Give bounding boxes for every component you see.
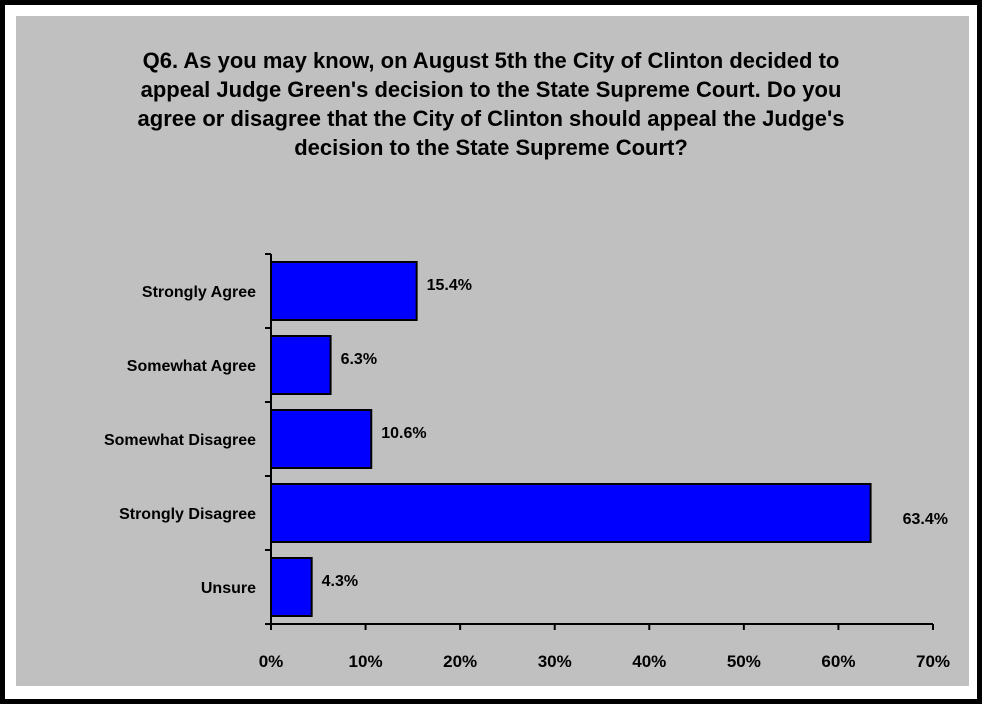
bar-3 (270, 483, 872, 543)
x-tick-label-1: 10% (349, 652, 383, 671)
x-tick-label-6: 60% (821, 652, 855, 671)
labels-layer: Strongly Agree 15.4% Somewhat Agree 6.3% Som… (104, 277, 950, 671)
bar-0 (270, 261, 418, 321)
x-tick-label-3: 30% (538, 652, 572, 671)
x-tick-label-0: 0% (259, 652, 284, 671)
bar-4 (270, 557, 313, 617)
category-label-4: Unsure (201, 580, 256, 597)
category-label-2: Somewhat Disagree (104, 432, 256, 449)
axis-layer (265, 253, 934, 630)
x-tick-label-4: 40% (632, 652, 666, 671)
value-label-1: 6.3% (341, 351, 377, 368)
x-tick-label-7: 70% (916, 652, 950, 671)
bar-1 (270, 335, 332, 395)
x-tick-label-5: 50% (727, 652, 761, 671)
category-label-3: Strongly Disagree (119, 506, 256, 523)
category-label-0: Strongly Agree (142, 284, 256, 301)
value-label-4: 4.3% (322, 573, 358, 590)
chart-title: Q6. As you may know, on August 5th the C… (137, 48, 845, 160)
bar-2 (270, 409, 373, 469)
value-label-3: 63.4% (903, 511, 948, 528)
bars-layer (270, 261, 872, 617)
category-label-1: Somewhat Agree (127, 358, 256, 375)
value-label-0: 15.4% (427, 277, 472, 294)
chart-area (16, 16, 969, 686)
x-tick-label-2: 20% (443, 652, 477, 671)
value-label-2: 10.6% (381, 425, 426, 442)
